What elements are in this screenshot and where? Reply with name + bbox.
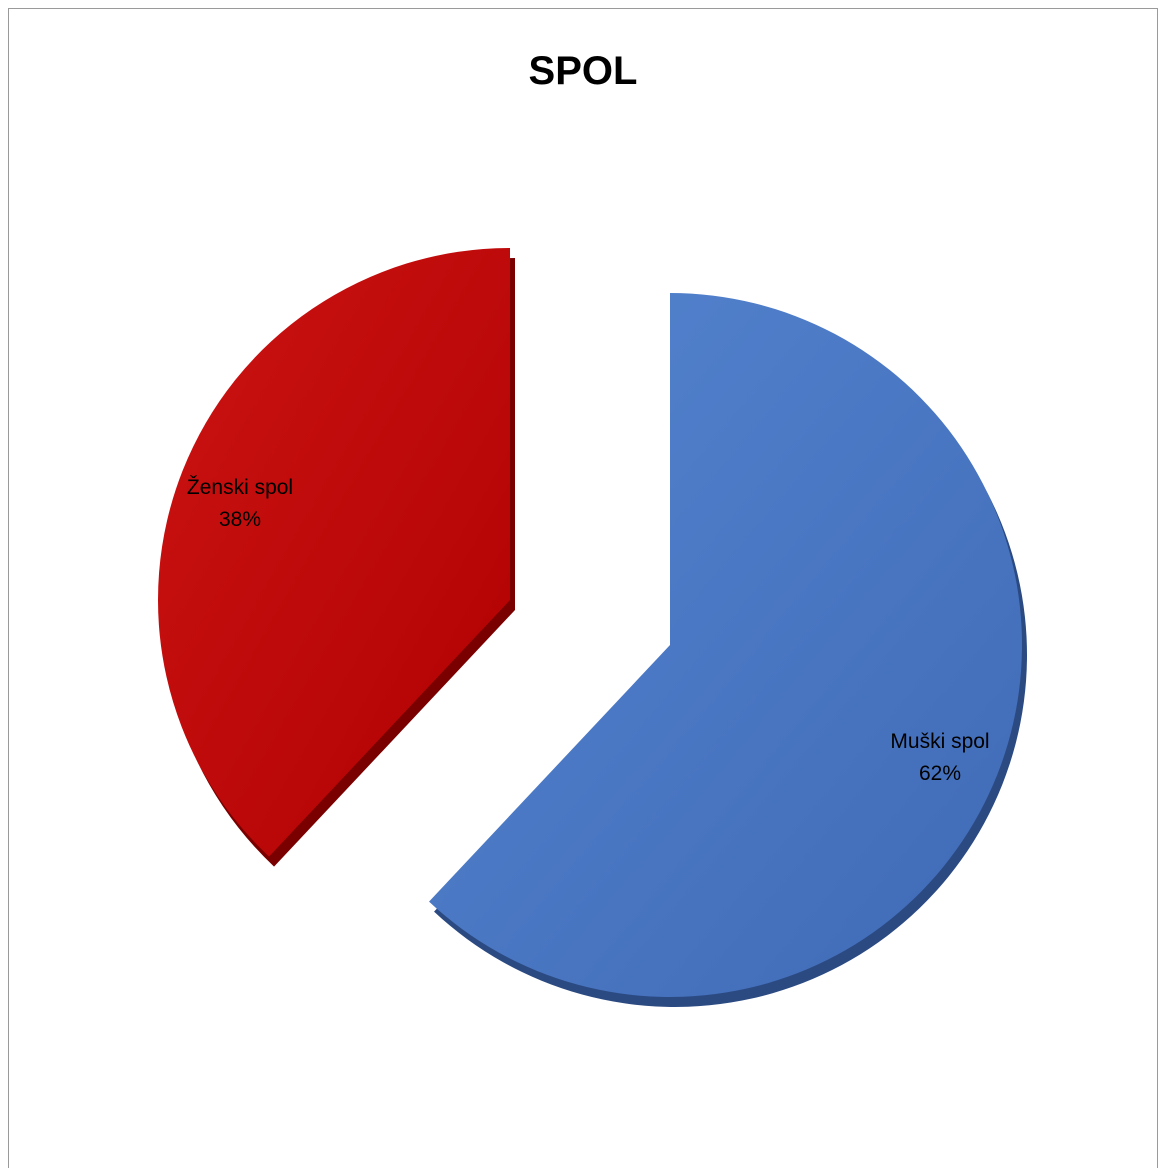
slice-percent-label: 38% <box>219 508 261 531</box>
slice-label: Muški spol <box>890 730 989 753</box>
slice-label: Ženski spol <box>187 476 293 499</box>
slice-percent-label: 62% <box>919 762 961 785</box>
pie-slice <box>429 293 1022 997</box>
pie-slice <box>158 248 510 857</box>
chart-title: SPOL <box>528 49 638 93</box>
